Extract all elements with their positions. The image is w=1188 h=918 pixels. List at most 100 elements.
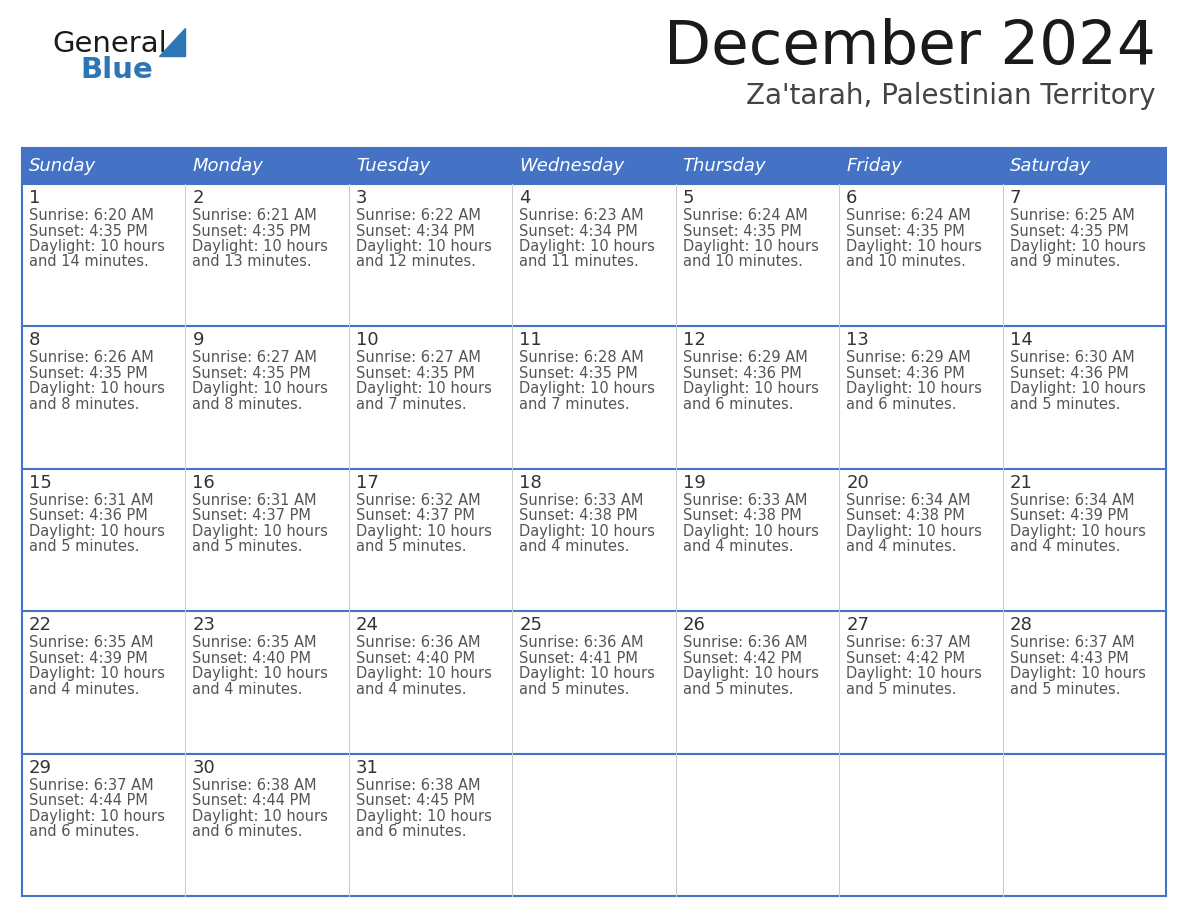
- Text: Daylight: 10 hours: Daylight: 10 hours: [192, 239, 328, 254]
- Text: 25: 25: [519, 616, 542, 634]
- Text: Sunset: 4:36 PM: Sunset: 4:36 PM: [29, 509, 147, 523]
- Bar: [676, 611, 839, 754]
- Text: and 5 minutes.: and 5 minutes.: [29, 539, 139, 554]
- Text: and 8 minutes.: and 8 minutes.: [192, 397, 303, 412]
- Text: and 9 minutes.: and 9 minutes.: [1010, 254, 1120, 270]
- Text: and 4 minutes.: and 4 minutes.: [1010, 539, 1120, 554]
- Bar: [185, 327, 349, 469]
- Text: and 5 minutes.: and 5 minutes.: [192, 539, 303, 554]
- Text: Sunrise: 6:22 AM: Sunrise: 6:22 AM: [356, 208, 481, 223]
- Bar: [349, 327, 512, 469]
- Text: Thursday: Thursday: [683, 157, 766, 175]
- Text: Sunset: 4:35 PM: Sunset: 4:35 PM: [683, 223, 802, 239]
- Bar: [185, 611, 349, 754]
- Text: Sunset: 4:35 PM: Sunset: 4:35 PM: [29, 223, 147, 239]
- Text: Sunset: 4:40 PM: Sunset: 4:40 PM: [356, 651, 475, 666]
- Text: Sunrise: 6:38 AM: Sunrise: 6:38 AM: [192, 778, 317, 792]
- Bar: [839, 148, 1003, 184]
- Text: Friday: Friday: [846, 157, 902, 175]
- Text: Daylight: 10 hours: Daylight: 10 hours: [356, 666, 492, 681]
- Bar: [1003, 611, 1165, 754]
- Text: Sunset: 4:42 PM: Sunset: 4:42 PM: [846, 651, 965, 666]
- Text: Daylight: 10 hours: Daylight: 10 hours: [356, 524, 492, 539]
- Text: Sunset: 4:39 PM: Sunset: 4:39 PM: [29, 651, 147, 666]
- Text: Sunrise: 6:31 AM: Sunrise: 6:31 AM: [192, 493, 317, 508]
- Text: 4: 4: [519, 189, 531, 207]
- Text: and 6 minutes.: and 6 minutes.: [683, 397, 794, 412]
- Text: Sunrise: 6:28 AM: Sunrise: 6:28 AM: [519, 351, 644, 365]
- Text: Daylight: 10 hours: Daylight: 10 hours: [29, 381, 165, 397]
- Text: Sunset: 4:35 PM: Sunset: 4:35 PM: [519, 366, 638, 381]
- Text: Sunset: 4:35 PM: Sunset: 4:35 PM: [356, 366, 475, 381]
- Text: Sunset: 4:34 PM: Sunset: 4:34 PM: [519, 223, 638, 239]
- Text: Sunset: 4:39 PM: Sunset: 4:39 PM: [1010, 509, 1129, 523]
- Text: and 4 minutes.: and 4 minutes.: [846, 539, 956, 554]
- Bar: [839, 184, 1003, 327]
- Bar: [23, 469, 185, 611]
- Text: Sunset: 4:40 PM: Sunset: 4:40 PM: [192, 651, 311, 666]
- Polygon shape: [159, 28, 185, 56]
- Text: 12: 12: [683, 331, 706, 350]
- Text: 31: 31: [356, 758, 379, 777]
- Text: 20: 20: [846, 474, 868, 492]
- Text: Sunrise: 6:33 AM: Sunrise: 6:33 AM: [519, 493, 644, 508]
- Text: 18: 18: [519, 474, 542, 492]
- Text: and 8 minutes.: and 8 minutes.: [29, 397, 139, 412]
- Text: Daylight: 10 hours: Daylight: 10 hours: [29, 239, 165, 254]
- Text: Sunset: 4:35 PM: Sunset: 4:35 PM: [29, 366, 147, 381]
- Text: Sunset: 4:38 PM: Sunset: 4:38 PM: [683, 509, 802, 523]
- Text: Sunrise: 6:36 AM: Sunrise: 6:36 AM: [519, 635, 644, 650]
- Text: 28: 28: [1010, 616, 1032, 634]
- Text: Sunset: 4:36 PM: Sunset: 4:36 PM: [1010, 366, 1129, 381]
- Bar: [23, 148, 185, 184]
- Bar: [512, 611, 676, 754]
- Text: and 5 minutes.: and 5 minutes.: [519, 682, 630, 697]
- Bar: [839, 327, 1003, 469]
- Text: Monday: Monday: [192, 157, 264, 175]
- Text: 6: 6: [846, 189, 858, 207]
- Text: Daylight: 10 hours: Daylight: 10 hours: [192, 809, 328, 823]
- Bar: [23, 754, 185, 896]
- Bar: [512, 148, 676, 184]
- Text: and 4 minutes.: and 4 minutes.: [519, 539, 630, 554]
- Text: December 2024: December 2024: [664, 18, 1156, 77]
- Bar: [1003, 469, 1165, 611]
- Text: Sunday: Sunday: [29, 157, 96, 175]
- Bar: [349, 754, 512, 896]
- Text: Daylight: 10 hours: Daylight: 10 hours: [1010, 666, 1145, 681]
- Text: Sunset: 4:35 PM: Sunset: 4:35 PM: [192, 366, 311, 381]
- Text: Sunrise: 6:37 AM: Sunrise: 6:37 AM: [29, 778, 153, 792]
- Text: Daylight: 10 hours: Daylight: 10 hours: [846, 666, 982, 681]
- Text: Sunset: 4:34 PM: Sunset: 4:34 PM: [356, 223, 475, 239]
- Text: and 10 minutes.: and 10 minutes.: [846, 254, 966, 270]
- Text: General: General: [52, 30, 166, 58]
- Text: Sunrise: 6:34 AM: Sunrise: 6:34 AM: [846, 493, 971, 508]
- Text: Daylight: 10 hours: Daylight: 10 hours: [519, 381, 655, 397]
- Text: and 5 minutes.: and 5 minutes.: [356, 539, 467, 554]
- Text: Sunrise: 6:35 AM: Sunrise: 6:35 AM: [192, 635, 317, 650]
- Text: Sunrise: 6:20 AM: Sunrise: 6:20 AM: [29, 208, 154, 223]
- Text: and 13 minutes.: and 13 minutes.: [192, 254, 312, 270]
- Bar: [676, 327, 839, 469]
- Bar: [676, 469, 839, 611]
- Text: 3: 3: [356, 189, 367, 207]
- Text: Sunset: 4:35 PM: Sunset: 4:35 PM: [1010, 223, 1129, 239]
- Text: Daylight: 10 hours: Daylight: 10 hours: [356, 381, 492, 397]
- Text: Sunrise: 6:29 AM: Sunrise: 6:29 AM: [683, 351, 808, 365]
- Text: 16: 16: [192, 474, 215, 492]
- Text: Sunset: 4:38 PM: Sunset: 4:38 PM: [846, 509, 965, 523]
- Text: 17: 17: [356, 474, 379, 492]
- Bar: [23, 184, 185, 327]
- Text: Sunrise: 6:29 AM: Sunrise: 6:29 AM: [846, 351, 971, 365]
- Text: Daylight: 10 hours: Daylight: 10 hours: [846, 524, 982, 539]
- Text: 11: 11: [519, 331, 542, 350]
- Text: Tuesday: Tuesday: [356, 157, 430, 175]
- Bar: [185, 148, 349, 184]
- Text: 7: 7: [1010, 189, 1020, 207]
- Text: Daylight: 10 hours: Daylight: 10 hours: [29, 666, 165, 681]
- Bar: [349, 148, 512, 184]
- Text: Daylight: 10 hours: Daylight: 10 hours: [519, 239, 655, 254]
- Text: Daylight: 10 hours: Daylight: 10 hours: [683, 666, 819, 681]
- Text: and 5 minutes.: and 5 minutes.: [846, 682, 956, 697]
- Text: Daylight: 10 hours: Daylight: 10 hours: [683, 524, 819, 539]
